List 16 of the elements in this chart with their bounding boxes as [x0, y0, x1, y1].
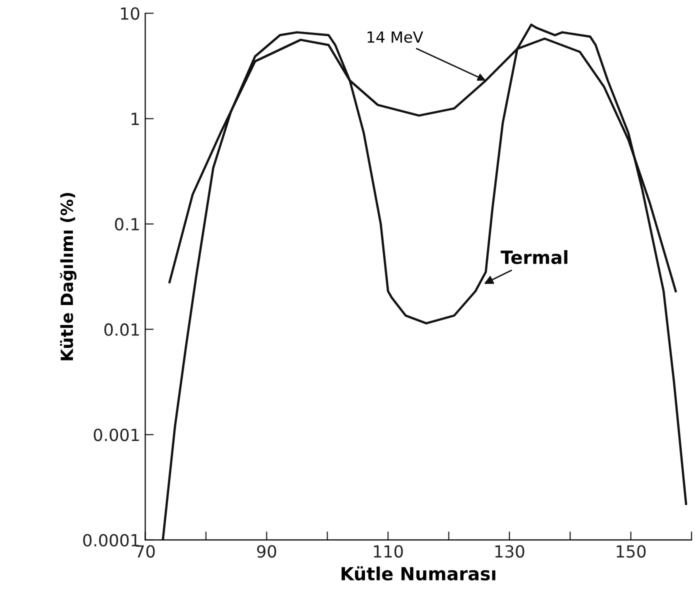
y-tick-label: 0.001: [94, 428, 139, 442]
y-tick-label: 0.0001: [83, 534, 139, 547]
y-tick-label: 0.01: [104, 323, 139, 336]
x-tick-label: 110: [374, 545, 403, 558]
annotation: 14 MeV: [368, 31, 424, 43]
x-tick-label: 150: [616, 545, 646, 558]
y-tick-label: 10: [121, 7, 140, 20]
line-series: [162, 24, 688, 540]
y-axis-title: Kütle Dağılımı (%): [60, 192, 77, 360]
x-tick-label: 70: [136, 545, 155, 558]
y-tick-label: 1: [132, 112, 139, 125]
x-axis-title: Kütle Numarası: [342, 566, 496, 580]
y-tick-label: 0.1: [114, 218, 139, 231]
x-tick-label: 130: [495, 545, 524, 558]
x-tick-label: 90: [257, 545, 276, 558]
annotation: Termal: [500, 250, 568, 264]
